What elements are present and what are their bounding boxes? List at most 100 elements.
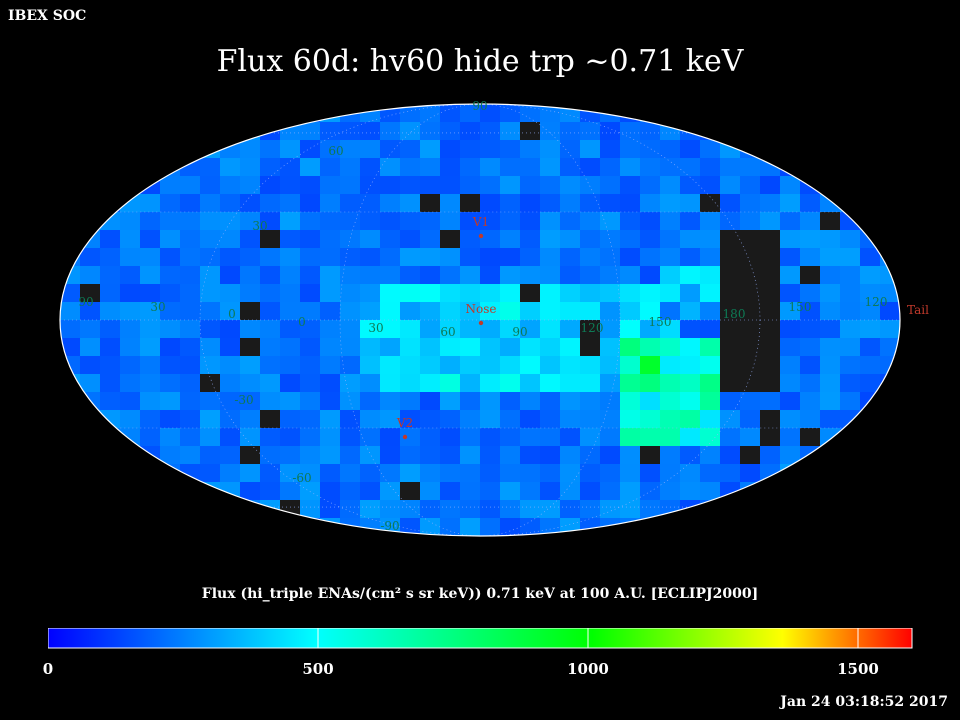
flux-pixel [880,158,900,176]
flux-pixel [160,482,180,500]
flux-pixel [840,428,860,446]
flux-pixel [500,302,520,320]
flux-pixel [420,284,440,302]
flux-pixel [280,230,300,248]
flux-pixel [200,392,220,410]
flux-pixel [380,374,400,392]
flux-pixel [100,176,120,194]
flux-pixel [140,266,160,284]
flux-pixel [720,338,740,356]
flux-pixel [460,446,480,464]
flux-pixel [360,392,380,410]
flux-pixel [720,464,740,482]
flux-pixel [480,392,500,410]
flux-pixel [680,104,700,122]
flux-pixel [540,356,560,374]
flux-pixel [400,176,420,194]
flux-pixel [400,482,420,500]
flux-pixel [620,122,640,140]
flux-pixel [520,320,540,338]
flux-pixel [460,464,480,482]
flux-pixel [120,230,140,248]
flux-pixel [540,122,560,140]
flux-pixel [880,176,900,194]
flux-pixel [640,482,660,500]
flux-pixel [500,266,520,284]
flux-pixel [300,158,320,176]
flux-pixel [520,212,540,230]
flux-pixel [220,176,240,194]
flux-pixel [880,302,900,320]
flux-pixel [160,122,180,140]
flux-pixel [540,464,560,482]
flux-pixel [500,104,520,122]
flux-pixel [880,266,900,284]
flux-pixel [780,140,800,158]
flux-pixel [160,302,180,320]
flux-pixel [820,122,840,140]
flux-pixel [360,230,380,248]
flux-pixel [100,392,120,410]
flux-pixel [640,518,660,536]
flux-pixel [560,248,580,266]
flux-pixel [560,446,580,464]
flux-pixel [500,212,520,230]
flux-pixel [860,500,880,518]
flux-pixel [440,266,460,284]
flux-pixel [720,302,740,320]
flux-pixel [780,230,800,248]
graticule [60,104,900,536]
flux-pixel [240,446,260,464]
flux-pixel [420,482,440,500]
flux-pixel [160,374,180,392]
flux-pixel [740,266,760,284]
flux-pixel [500,338,520,356]
flux-pixel [360,122,380,140]
flux-pixel [180,374,200,392]
flux-pixel [320,302,340,320]
flux-pixel [260,248,280,266]
flux-pixel [660,374,680,392]
flux-pixel [600,446,620,464]
flux-pixel [740,230,760,248]
flux-pixel [240,374,260,392]
flux-pixel [800,158,820,176]
flux-pixel [280,302,300,320]
flux-pixel [840,230,860,248]
flux-pixel [760,230,780,248]
flux-pixel [460,356,480,374]
flux-pixel [700,212,720,230]
flux-pixel [840,374,860,392]
flux-pixel [580,446,600,464]
flux-pixel [180,338,200,356]
flux-pixel [840,266,860,284]
flux-pixel [700,482,720,500]
graticule-label: 120 [865,295,888,309]
flux-pixel [440,302,460,320]
flux-pixel [280,392,300,410]
flux-pixel [320,212,340,230]
flux-pixel [700,464,720,482]
marker-dot [402,434,408,440]
graticule-label: -60 [292,471,311,485]
flux-pixel [500,410,520,428]
flux-pixel [280,518,300,536]
flux-pixel [240,212,260,230]
flux-pixel [640,176,660,194]
marker-label-tail: Tail [907,303,929,317]
direction-markers: V1 Nose V2 Tail [396,215,929,440]
graticule-label: 0 [228,307,236,321]
graticule-label: 120 [581,321,604,335]
flux-pixel [140,158,160,176]
flux-pixel [460,212,480,230]
flux-pixel [420,104,440,122]
flux-pixel [260,338,280,356]
flux-pixel [580,392,600,410]
flux-pixel [300,212,320,230]
flux-pixel [680,338,700,356]
flux-pixel [880,428,900,446]
flux-pixel [200,410,220,428]
flux-pixel [820,464,840,482]
flux-pixel [220,284,240,302]
flux-pixel [100,140,120,158]
